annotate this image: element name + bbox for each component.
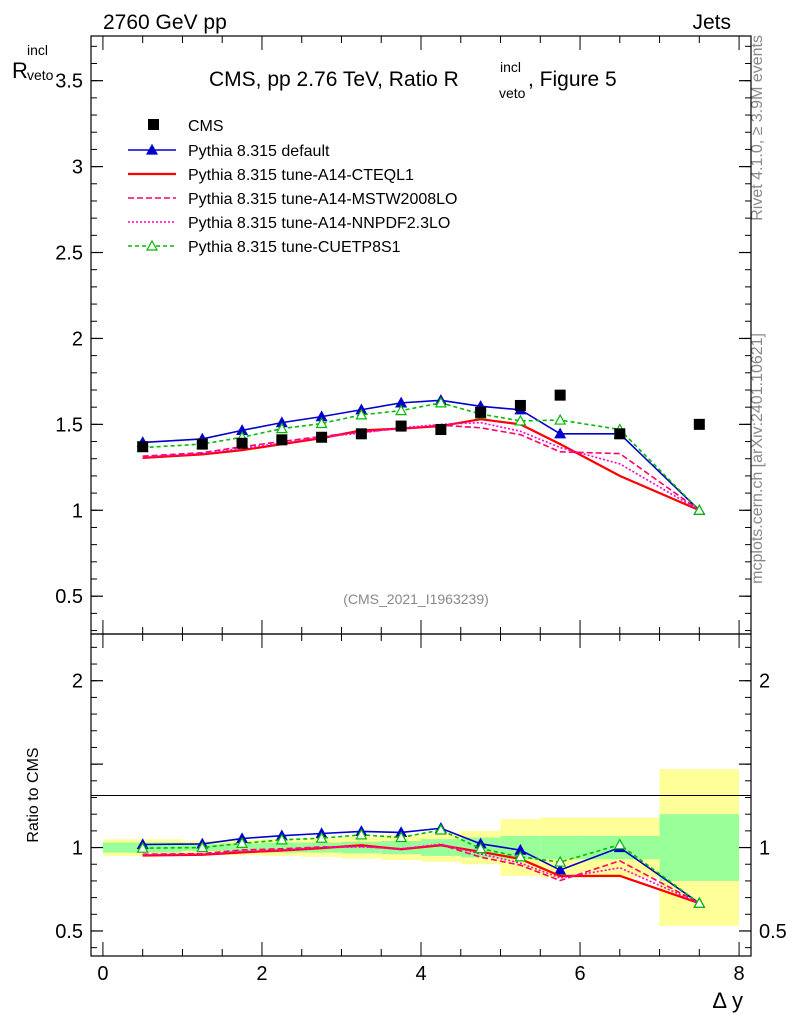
data-point — [355, 428, 367, 440]
series-marker-cuetp8s1 — [395, 404, 408, 416]
series-marker-cuetp8s1 — [693, 504, 706, 515]
svg-text:incl: incl — [27, 42, 48, 58]
svg-text:veto: veto — [27, 67, 54, 83]
main-ylabel: R incl veto — [12, 42, 54, 83]
ratio-marker-default — [554, 863, 567, 875]
y-tick-label: 3.5 — [55, 71, 83, 93]
watermark: (CMS_2021_I1963239) — [343, 591, 489, 607]
data-point — [316, 431, 328, 443]
header-left: 2760 GeV pp — [103, 11, 227, 34]
main-data-points — [137, 389, 705, 453]
svg-text:incl: incl — [500, 59, 521, 75]
ratio-line-cteql1 — [142, 844, 700, 905]
y-tick-label: 1.5 — [55, 414, 83, 436]
y-tick-label: 2 — [72, 328, 83, 350]
legend-label-mstw: Pythia 8.315 tune-A14-MSTW2008LO — [188, 191, 457, 208]
series-marker-cuetp8s1 — [315, 417, 328, 429]
ratio-band-inner — [341, 841, 382, 854]
series-line-default — [142, 399, 700, 511]
ratio-band-inner — [261, 842, 302, 853]
ratio-marker-cuetp8s1 — [474, 842, 487, 854]
ratio-marker-cuetp8s1 — [315, 831, 328, 843]
x-tick-label: 2 — [256, 963, 267, 985]
ratio-ylabel: Ratio to CMS — [25, 747, 42, 842]
data-point — [137, 441, 149, 453]
legend-label-data: CMS — [188, 118, 224, 135]
data-point — [614, 428, 626, 440]
series-marker-cuetp8s1 — [275, 422, 288, 434]
y-tick-label: 0.5 — [55, 921, 83, 943]
plot-title: CMS, pp 2.76 TeV, Ratio R incl veto , Fi… — [209, 59, 617, 101]
legend-label-cteql1: Pythia 8.315 tune-A14-CTEQL1 — [188, 167, 414, 184]
series-marker-cuetp8s1 — [355, 408, 368, 420]
data-point — [395, 420, 407, 432]
legend-label-cuetp8s1: Pythia 8.315 tune-CUETP8S1 — [188, 239, 401, 256]
main-axis-ticks: 0.5 1 1.5 2 2.5 3 3.5 — [55, 36, 751, 634]
legend-label-default: Pythia 8.315 default — [188, 143, 330, 160]
legend: CMS Pythia 8.315 default Pythia 8.315 tune… — [128, 118, 457, 256]
x-tick-label: 8 — [734, 963, 745, 985]
x-axis-label: Δ y — [712, 988, 743, 1013]
ratio-marker-cuetp8s1 — [136, 841, 149, 853]
y-tick-label: 2 — [72, 671, 83, 693]
y-tick-label: 1 — [72, 838, 83, 860]
ratio-marker-cuetp8s1 — [693, 896, 706, 908]
ratio-marker-cuetp8s1 — [236, 837, 249, 848]
data-point — [554, 389, 566, 401]
y-tick-label: 0.5 — [55, 586, 83, 608]
svg-text:CMS, pp 2.76 TeV, Ratio R: CMS, pp 2.76 TeV, Ratio R — [209, 68, 459, 91]
side-text-bottom: mcplots.cern.ch [arXiv:2401.10621] — [749, 333, 766, 584]
y-tick-label: 1 — [72, 500, 83, 522]
ratio-series — [136, 822, 706, 908]
data-point — [514, 399, 526, 411]
series-line-cuetp8s1 — [142, 402, 700, 511]
y-tick-label: 3 — [72, 157, 83, 179]
ratio-marker-cuetp8s1 — [355, 828, 368, 840]
ratio-band-inner — [421, 839, 461, 856]
ratio-marker-cuetp8s1 — [275, 833, 288, 845]
ratio-marker-cuetp8s1 — [434, 823, 447, 835]
ratio-marker-cuetp8s1 — [613, 838, 626, 850]
data-point — [236, 437, 248, 449]
series-marker-cuetp8s1 — [434, 396, 447, 408]
ratio-band-inner — [540, 835, 581, 860]
ratio-band-inner — [381, 840, 421, 855]
data-point — [276, 434, 288, 446]
data-point — [196, 438, 208, 450]
legend-label-nnpdf: Pythia 8.315 tune-A14-NNPDF2.3LO — [188, 215, 450, 232]
x-tick-label: 0 — [97, 963, 108, 985]
svg-text:, Figure 5: , Figure 5 — [528, 68, 617, 91]
legend-marker-default — [145, 143, 159, 155]
y-tick-label-right: 0.5 — [759, 921, 786, 943]
y-tick-label-right: 1 — [759, 838, 770, 860]
series-marker-cuetp8s1 — [554, 413, 567, 425]
ratio-marker-cuetp8s1 — [554, 855, 567, 867]
ratio-marker-cuetp8s1 — [196, 841, 209, 853]
x-tick-labels: 0 2 4 6 8 — [97, 963, 744, 985]
side-text-top: Rivet 4.1.0, ≥ 3.9M events — [749, 35, 766, 221]
main-series — [136, 394, 706, 515]
ratio-axis-ticks: 0.5 0.5 1 1 2 2 — [55, 634, 786, 956]
ratio-marker-cuetp8s1 — [514, 850, 527, 862]
y-tick-label-right: 2 — [759, 671, 770, 693]
legend-marker-cuetp8s1 — [145, 239, 159, 251]
x-tick-label: 6 — [574, 963, 585, 985]
data-point — [435, 424, 447, 436]
series-marker-cuetp8s1 — [514, 414, 527, 426]
data-point — [475, 406, 487, 418]
data-point — [693, 418, 705, 430]
ratio-line-mstw — [142, 843, 700, 904]
legend-symbol-data — [148, 119, 159, 130]
header-right: Jets — [692, 11, 731, 34]
ratio-marker-cuetp8s1 — [395, 831, 408, 843]
series-marker-default — [554, 427, 567, 439]
svg-text:veto: veto — [499, 85, 526, 101]
y-tick-label: 2.5 — [55, 243, 83, 265]
x-tick-label: 4 — [415, 963, 426, 985]
svg-text:R: R — [12, 58, 28, 83]
ratio-band-inner — [659, 814, 740, 881]
